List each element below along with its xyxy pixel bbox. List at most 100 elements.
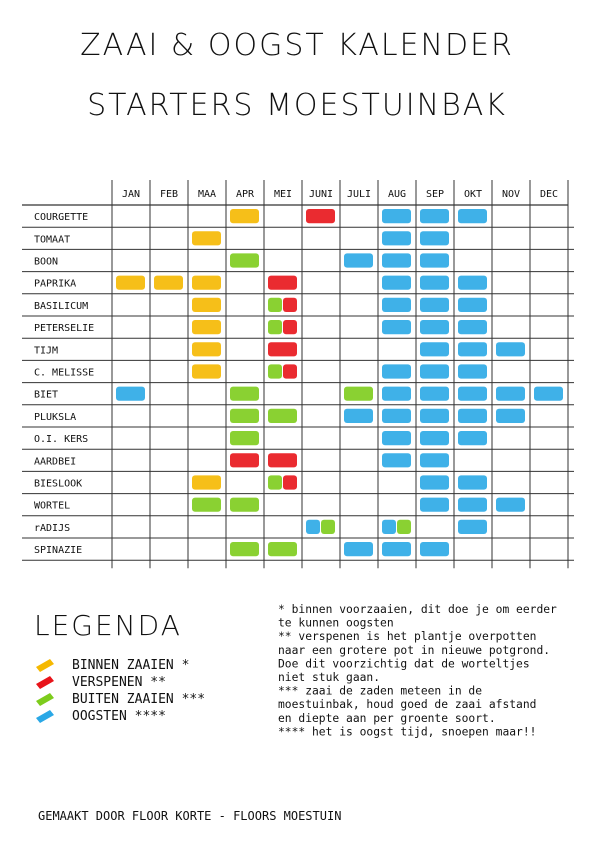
note: en diepte aan per groente soort. <box>278 712 496 725</box>
activity-mark <box>420 542 449 557</box>
activity-mark <box>458 408 487 423</box>
activity-mark <box>230 209 259 224</box>
activity-mark <box>458 386 487 401</box>
legend-swatch <box>36 676 54 689</box>
activity-mark <box>420 497 449 512</box>
row-label: O.I. KERS <box>34 434 88 445</box>
month-label: JULI <box>347 189 371 200</box>
activity-mark <box>116 275 145 290</box>
title: ZAAI & OOGST KALENDER <box>80 28 514 63</box>
row-label: rADIJS <box>34 523 70 534</box>
row-label: BASILICUM <box>34 301 88 312</box>
activity-mark <box>306 519 320 534</box>
activity-mark <box>192 297 221 312</box>
activity-mark <box>420 231 449 246</box>
activity-mark <box>230 497 259 512</box>
activity-mark <box>420 386 449 401</box>
activity-mark <box>268 542 297 557</box>
activity-mark <box>230 386 259 401</box>
month-label: JUNI <box>309 189 333 200</box>
activity-mark <box>192 342 221 357</box>
legend-title: LEGENDA <box>34 609 182 642</box>
row-label: SPINAZIE <box>34 545 82 556</box>
activity-mark <box>154 275 183 290</box>
activity-mark <box>230 542 259 557</box>
activity-mark <box>382 386 411 401</box>
activity-mark <box>268 297 282 312</box>
legend-swatch <box>36 659 54 672</box>
activity-mark <box>458 519 487 534</box>
month-label: MAA <box>198 189 216 200</box>
activity-mark <box>283 475 297 490</box>
activity-mark <box>420 253 449 268</box>
month-label: AUG <box>388 189 406 200</box>
month-label: APR <box>236 189 255 200</box>
activity-mark <box>534 386 563 401</box>
activity-mark <box>321 519 335 534</box>
activity-mark <box>397 519 411 534</box>
activity-mark <box>344 542 373 557</box>
note: ** verspenen is het plantje overpotten <box>278 630 536 643</box>
row-label: TIJM <box>34 345 58 356</box>
row-label: AARDBEI <box>34 456 76 467</box>
activity-mark <box>283 320 297 335</box>
legend-label: OOGSTEN **** <box>72 709 166 724</box>
activity-mark <box>458 275 487 290</box>
activity-mark <box>192 275 221 290</box>
activity-mark <box>420 453 449 468</box>
activity-mark <box>458 297 487 312</box>
activity-mark <box>382 275 411 290</box>
row-label: PAPRIKA <box>34 279 76 290</box>
activity-mark <box>283 364 297 379</box>
activity-mark <box>382 542 411 557</box>
activity-mark <box>458 320 487 335</box>
activity-mark <box>496 408 525 423</box>
activity-mark <box>420 342 449 357</box>
activity-mark <box>192 497 221 512</box>
activity-mark <box>230 453 259 468</box>
row-label: BOON <box>34 257 58 268</box>
month-label: JAN <box>122 189 140 200</box>
activity-mark <box>192 475 221 490</box>
activity-mark <box>382 431 411 446</box>
activity-mark <box>458 431 487 446</box>
activity-mark <box>382 231 411 246</box>
activity-mark <box>458 209 487 224</box>
activity-mark <box>268 342 297 357</box>
activity-mark <box>420 297 449 312</box>
row-label: PETERSELIE <box>34 323 94 334</box>
activity-mark <box>306 209 335 224</box>
legend-label: BINNEN ZAAIEN * <box>72 658 189 673</box>
month-label: SEP <box>426 189 444 200</box>
activity-mark <box>268 320 282 335</box>
row-label: BIESLOOK <box>34 479 82 490</box>
activity-mark <box>230 408 259 423</box>
row-label: TOMAAT <box>34 234 70 245</box>
activity-mark <box>420 408 449 423</box>
activity-mark <box>382 519 396 534</box>
legend-swatch <box>36 693 54 706</box>
activity-mark <box>420 275 449 290</box>
activity-mark <box>192 231 221 246</box>
month-label: OKT <box>464 189 482 200</box>
activity-mark <box>192 364 221 379</box>
month-label: MEI <box>274 189 292 200</box>
legend-swatch <box>36 710 54 723</box>
legend-label: BUITEN ZAAIEN *** <box>72 692 205 707</box>
activity-mark <box>420 475 449 490</box>
activity-mark <box>268 408 297 423</box>
activity-mark <box>420 431 449 446</box>
activity-mark <box>496 386 525 401</box>
activity-mark <box>268 364 282 379</box>
activity-mark <box>344 408 373 423</box>
row-label: COURGETTE <box>34 212 88 223</box>
subtitle: STARTERS MOESTUINBAK <box>87 88 507 123</box>
activity-mark <box>382 320 411 335</box>
activity-mark <box>382 408 411 423</box>
activity-mark <box>230 253 259 268</box>
activity-mark <box>283 297 297 312</box>
month-label: FEB <box>160 189 178 200</box>
activity-mark <box>420 209 449 224</box>
activity-mark <box>344 386 373 401</box>
activity-mark <box>382 364 411 379</box>
